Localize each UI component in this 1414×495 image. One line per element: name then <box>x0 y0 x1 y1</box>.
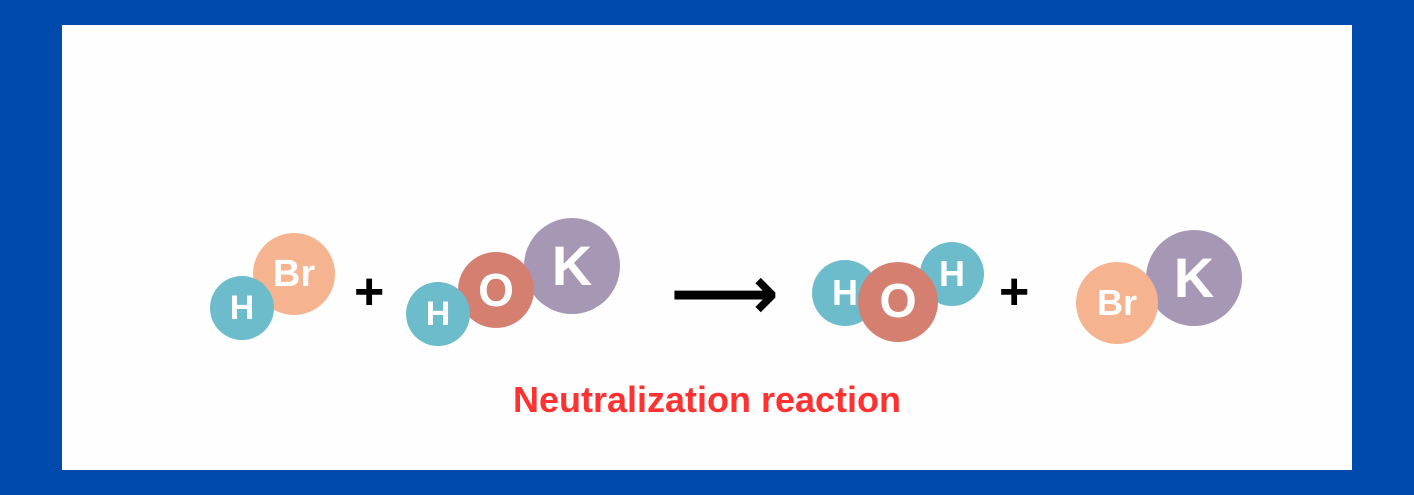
product-2-bromine-atom: Br <box>1076 262 1158 344</box>
product-1-oxygen-atom: O <box>858 262 938 342</box>
plus-sign-2: + <box>999 263 1030 321</box>
diagram-caption: Neutralization reaction <box>512 379 902 420</box>
reactant-2-potassium-atom: K <box>524 218 620 314</box>
reactant-2-hydrogen-atom: H <box>406 282 470 346</box>
plus-sign-1: + <box>354 263 385 321</box>
reaction-arrow: ⟶ <box>670 251 779 336</box>
product-2-potassium-atom: K <box>1146 230 1242 326</box>
reactant-1-hydrogen-atom: H <box>210 276 274 340</box>
reactant-2-oxygen-atom: O <box>458 252 534 328</box>
